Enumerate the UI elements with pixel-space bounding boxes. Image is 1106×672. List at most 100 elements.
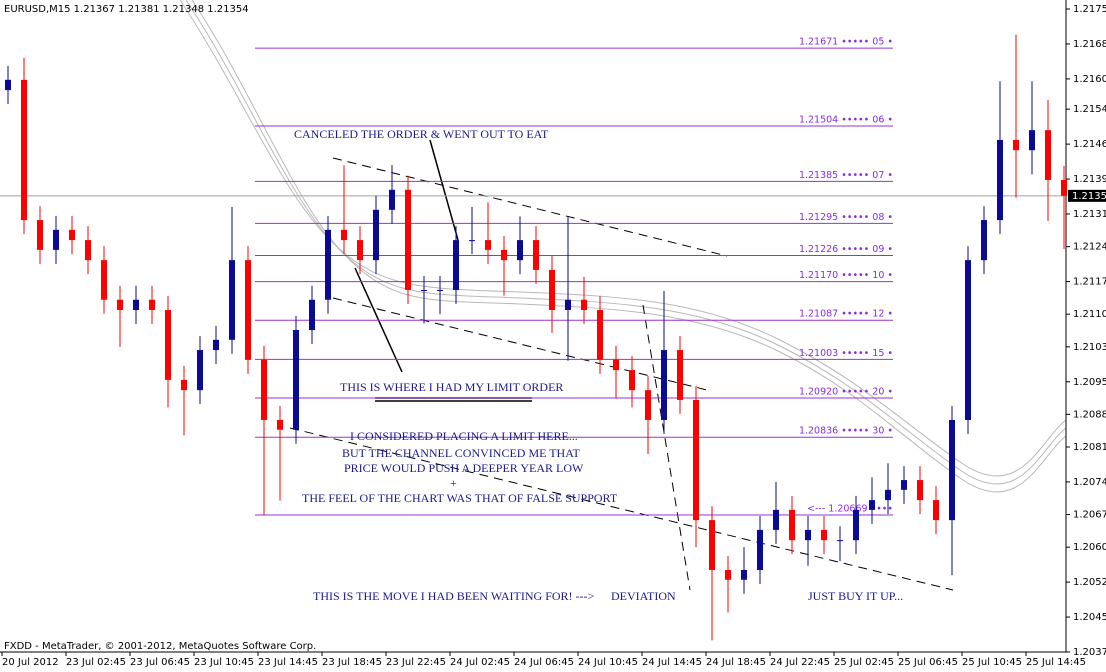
y-tick-label: 1.20375	[1073, 647, 1106, 658]
x-tick-label: 24 Jul 22:45	[770, 657, 830, 668]
candle-body	[245, 260, 251, 360]
y-tick-label: 1.21605	[1073, 74, 1106, 85]
y-tick-label: 1.20740	[1073, 477, 1106, 488]
level-label: 1.21504 ••••• 06 •	[799, 114, 893, 125]
x-tick-label: 23 Jul 22:45	[386, 657, 446, 668]
level-label: 1.21087 ••••• 12 •	[799, 309, 893, 320]
ma-line	[191, 0, 1067, 493]
annotation: +	[450, 476, 457, 490]
level-label: 1.21170 ••••• 10 •	[799, 270, 893, 281]
candle-body	[869, 500, 875, 510]
candle-body	[293, 330, 299, 430]
candle-body	[997, 139, 1003, 221]
candle-body	[181, 379, 187, 391]
annotation: JUST BUY IT UP...	[808, 589, 903, 603]
trend-line	[289, 427, 954, 591]
annotation: I CONSIDERED PLACING A LIMIT HERE...	[350, 429, 578, 443]
candle-body	[309, 299, 315, 331]
y-tick-label: 1.20450	[1073, 612, 1106, 623]
y-tick-label: 1.21315	[1073, 209, 1106, 220]
candle-body	[1061, 180, 1067, 196]
annotation: PRICE WOULD PUSH A DEEPER YEAR LOW	[344, 461, 584, 475]
y-tick-label: 1.20670	[1073, 510, 1106, 521]
candle-body	[53, 229, 59, 250]
candle-body	[261, 359, 267, 420]
candle-body	[117, 299, 123, 310]
candle-body	[101, 260, 107, 300]
candle-body	[741, 569, 747, 580]
level-label: 1.21003 ••••• 15 •	[799, 348, 893, 359]
candle-body	[469, 240, 475, 242]
candle-body	[133, 299, 139, 310]
candle-body	[837, 540, 843, 542]
y-tick-label: 1.21030	[1073, 342, 1106, 353]
y-tick-label: 1.20815	[1073, 442, 1106, 453]
x-tick-label: 25 Jul 10:45	[962, 657, 1022, 668]
x-tick-label: 23 Jul 18:45	[322, 657, 382, 668]
y-tick-label: 1.21680	[1073, 39, 1106, 50]
level-label: <--- 1.20669 ••••	[807, 504, 893, 515]
x-tick-label: 20 Jul 2012	[2, 657, 59, 668]
current-price-label: 1.21354	[1072, 191, 1106, 202]
x-tick-label: 25 Jul 06:45	[898, 657, 958, 668]
candle-body	[21, 79, 27, 221]
level-label: 1.21295 ••••• 08 •	[799, 212, 893, 223]
candle-body	[341, 229, 347, 241]
x-tick-label: 23 Jul 02:45	[66, 657, 126, 668]
y-tick-label: 1.21540	[1073, 104, 1106, 115]
candle-body	[213, 339, 219, 351]
y-tick-label: 1.21755	[1073, 4, 1106, 15]
ma-line	[179, 0, 1067, 477]
candle-body	[677, 350, 683, 400]
ma-line	[185, 0, 1067, 485]
candle-body	[613, 359, 619, 371]
candle-body	[917, 480, 923, 501]
candle-body	[37, 220, 43, 250]
candle-body	[1045, 130, 1051, 181]
candle-body	[645, 390, 651, 420]
x-tick-label: 23 Jul 14:45	[258, 657, 318, 668]
header: EURUSD,M15 1.21367 1.21381 1.21348 1.213…	[4, 4, 249, 15]
annotation: THE FEEL OF THE CHART WAS THAT OF FALSE …	[302, 491, 618, 505]
footer: FXDD - MetaTrader, © 2001-2012, MetaQuot…	[4, 641, 316, 652]
level-label: 1.20836 ••••• 30 •	[799, 426, 893, 437]
candle-body	[821, 529, 827, 541]
candle-body	[853, 509, 859, 541]
candle-body	[373, 209, 379, 261]
candle-body	[533, 240, 539, 270]
x-tick-label: 25 Jul 02:45	[834, 657, 894, 668]
candle-body	[69, 229, 75, 241]
x-tick-label: 23 Jul 10:45	[194, 657, 254, 668]
candle-body	[277, 419, 283, 430]
candle-body	[149, 299, 155, 310]
candle-body	[981, 220, 987, 261]
annotation: THIS IS WHERE I HAD MY LIMIT ORDER	[340, 380, 563, 394]
candle-body	[357, 240, 363, 261]
candle-body	[389, 189, 395, 210]
candle-body	[1029, 130, 1035, 151]
candle-body	[901, 480, 907, 490]
candle-body	[805, 529, 811, 541]
candle-body	[949, 419, 955, 521]
level-label: 1.21226 ••••• 09 •	[799, 244, 893, 255]
trend-line	[642, 304, 691, 591]
candle-body	[661, 350, 667, 420]
candle-body	[1013, 139, 1019, 151]
candle-body	[789, 509, 795, 541]
level-label: 1.20920 ••••• 20 •	[799, 387, 893, 398]
annotation: THIS IS THE MOVE I HAD BEEN WAITING FOR!…	[313, 589, 595, 603]
level-label: 1.21671 ••••• 05 •	[799, 37, 893, 48]
candle-body	[629, 370, 635, 391]
y-tick-label: 1.20885	[1073, 409, 1106, 420]
current-price-box	[1068, 189, 1106, 202]
candle-body	[325, 229, 331, 300]
y-tick-label: 1.20525	[1073, 577, 1106, 588]
level-label: 1.21385 ••••• 07 •	[799, 170, 893, 181]
annotation: CANCELED THE ORDER & WENT OUT TO EAT	[294, 127, 549, 141]
candle-body	[485, 240, 491, 250]
candle-body	[965, 260, 971, 420]
candle-body	[501, 249, 507, 261]
candle-body	[165, 309, 171, 380]
